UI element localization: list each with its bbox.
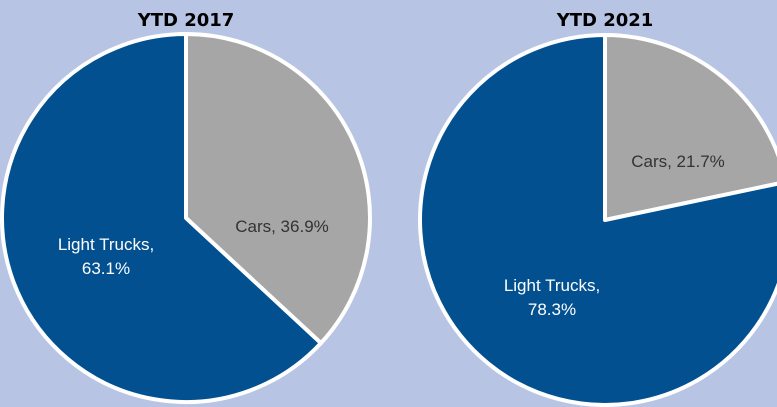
data-label: Light Trucks, 78.3% <box>503 276 601 319</box>
data-label: Light Trucks, 63.1% <box>57 235 155 278</box>
pie-slice <box>418 33 777 407</box>
pie-slice <box>0 32 323 404</box>
chart-title: YTD 2021 <box>556 10 654 31</box>
pie-slice <box>603 33 777 222</box>
chart-title: YTD 2017 <box>137 10 235 31</box>
data-label: Cars, 36.9% <box>235 217 329 236</box>
pie-slice <box>184 32 372 346</box>
data-label: Cars, 21.7% <box>631 152 725 171</box>
